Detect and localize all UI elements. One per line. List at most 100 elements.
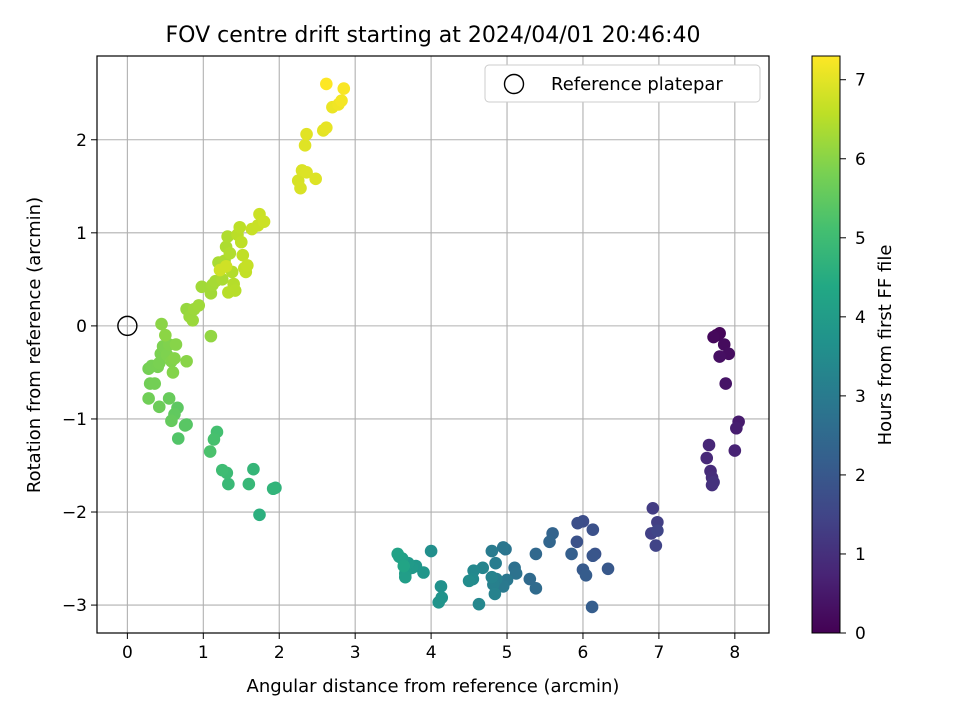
data-point — [337, 82, 351, 95]
y-axis-label: Rotation from reference (arcmin) — [24, 197, 45, 493]
data-point — [192, 299, 206, 312]
x-tick-label: 6 — [578, 643, 589, 663]
data-point — [601, 562, 615, 576]
data-point — [169, 338, 183, 351]
y-tick-label: 0 — [76, 317, 87, 337]
data-point — [234, 235, 248, 249]
data-point — [148, 377, 162, 390]
data-point — [257, 215, 271, 228]
colorbar: 0 1 2 3 4 5 6 7 Hours from first FF file — [811, 55, 896, 644]
x-axis-label: Angular distance from reference (arcmin) — [247, 676, 620, 697]
data-point — [397, 559, 411, 573]
data-point — [651, 524, 664, 537]
data-point — [253, 508, 266, 522]
data-point — [221, 230, 234, 243]
data-point — [485, 570, 499, 584]
data-point — [717, 338, 731, 351]
data-point — [586, 523, 600, 536]
data-point — [586, 549, 600, 563]
legend-box — [484, 64, 761, 103]
data-point — [529, 582, 543, 595]
data-point — [424, 544, 438, 558]
legend-open-circle-marker — [503, 73, 525, 95]
data-point — [700, 451, 714, 465]
data-point — [180, 354, 193, 368]
data-point — [523, 572, 537, 586]
data-point — [320, 77, 333, 91]
data-point — [543, 535, 556, 549]
data-point — [489, 556, 502, 570]
x-tick-label: 7 — [653, 643, 664, 663]
data-point — [165, 414, 178, 428]
data-point — [152, 400, 166, 414]
data-point — [242, 477, 256, 491]
data-point — [398, 570, 412, 584]
x-tick-label: 3 — [350, 643, 361, 663]
data-point — [155, 317, 168, 331]
data-point — [223, 246, 237, 260]
data-point — [178, 419, 192, 432]
data-point — [219, 260, 233, 273]
x-tick-label: 1 — [198, 643, 209, 663]
data-point — [432, 595, 445, 609]
data-point — [233, 220, 247, 234]
data-point — [730, 421, 743, 435]
data-point — [222, 477, 235, 491]
colorbar-tick-label: 3 — [855, 387, 866, 407]
data-point — [462, 574, 476, 588]
data-point — [529, 547, 543, 561]
data-point — [300, 127, 313, 141]
data-point — [294, 181, 307, 195]
legend: Reference platepar — [484, 64, 761, 103]
data-point — [159, 328, 172, 342]
data-point — [195, 280, 209, 294]
colorbar-tick-label: 1 — [855, 545, 866, 565]
data-point — [496, 541, 510, 554]
data-point — [485, 544, 499, 558]
data-point — [509, 567, 523, 580]
legend-label: Reference platepar — [551, 74, 723, 95]
y-tick-label: −3 — [62, 596, 87, 616]
colorbar-tick-label: 0 — [855, 624, 866, 644]
data-point — [241, 259, 254, 272]
data-point — [728, 444, 742, 457]
data-point — [434, 580, 448, 593]
colorbar-tick-label: 2 — [855, 466, 866, 486]
x-tick-label: 5 — [502, 643, 513, 663]
x-tick-label: 4 — [426, 643, 437, 663]
data-point — [215, 463, 229, 477]
data-point — [570, 535, 584, 549]
data-point — [300, 166, 313, 179]
y-tick-label: 1 — [76, 224, 87, 244]
data-point — [309, 172, 322, 186]
colorbar-tick-label: 6 — [855, 150, 866, 170]
data-point — [707, 475, 720, 489]
data-point — [713, 350, 726, 363]
data-point — [585, 600, 599, 614]
colorbar-tick-label: 7 — [855, 71, 866, 91]
x-tick-label: 0 — [122, 643, 133, 663]
data-point — [320, 121, 333, 134]
y-axis-ticks: −3 −2 −1 0 1 2 — [62, 131, 97, 616]
data-point — [247, 462, 260, 476]
data-point — [646, 501, 660, 515]
x-tick-label: 2 — [274, 643, 285, 663]
data-point — [719, 377, 733, 390]
data-point — [649, 539, 663, 552]
plot-frame — [96, 55, 770, 634]
data-point — [266, 482, 280, 496]
data-point — [171, 432, 185, 445]
chart-title: FOV centre drift starting at 2024/04/01 … — [166, 23, 701, 48]
data-point — [186, 314, 199, 327]
data-point — [142, 392, 155, 405]
data-point — [222, 286, 235, 299]
x-tick-label: 8 — [729, 643, 740, 663]
colorbar-gradient — [811, 55, 841, 634]
data-point — [168, 352, 181, 365]
data-point — [571, 516, 584, 530]
data-point — [335, 94, 348, 107]
data-point — [203, 445, 217, 458]
data-point — [702, 438, 716, 452]
data-point — [472, 597, 486, 611]
